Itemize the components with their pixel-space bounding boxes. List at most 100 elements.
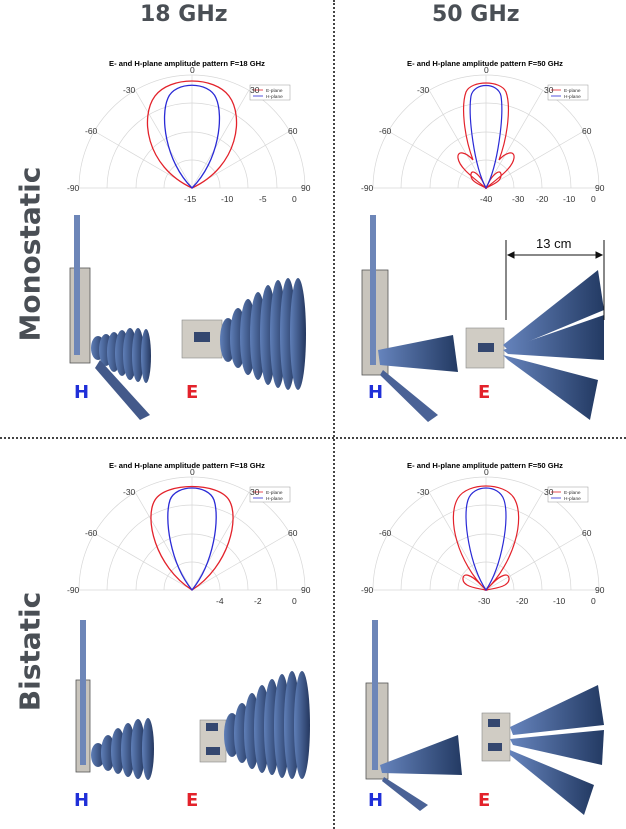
svg-text:-90: -90 (361, 585, 374, 595)
svg-text:-90: -90 (67, 183, 80, 193)
e-plane-lobes (181, 278, 306, 390)
e-plane-label-mono-50: E (478, 382, 491, 403)
e-plane-label-bi-50: E (478, 790, 491, 811)
column-divider (333, 0, 335, 829)
h-plane-lobes (370, 215, 458, 422)
legend: E-plane H-plane (547, 486, 589, 503)
plot-title: E- and H-plane amplitude pattern F=50 GH… (407, 461, 563, 470)
plot-title: E- and H-plane amplitude pattern F=18 GH… (109, 461, 265, 470)
h-plane-curve (465, 487, 507, 592)
e-plane-label-mono-18: E (186, 382, 199, 403)
h-plane-label-bi-18: H (74, 790, 90, 811)
svg-text:60: 60 (582, 528, 592, 538)
h-plane-curve (167, 487, 217, 592)
h-plane-curve (469, 84, 503, 190)
polar-plot-bi-50ghz: E- and H-plane amplitude pattern F=50 GH… (361, 461, 605, 606)
legend: E-plane H-plane (547, 84, 589, 101)
row-header-bistatic: Bistatic (13, 591, 47, 712)
svg-text:0: 0 (190, 467, 195, 477)
polar-plot-bi-18ghz: E- and H-plane amplitude pattern F=18 GH… (67, 461, 311, 606)
e-plane-lobes (199, 671, 310, 779)
polar-plot-mono-50ghz: E- and H-plane amplitude pattern F=50 GH… (361, 59, 605, 204)
row-header-monostatic: Monostatic (13, 166, 47, 342)
svg-text:-40: -40 (480, 194, 493, 204)
svg-text:-60: -60 (379, 528, 392, 538)
svg-text:-4: -4 (216, 596, 224, 606)
svg-text:0: 0 (591, 596, 596, 606)
e-plane-label-bi-18: E (186, 790, 199, 811)
svg-text:30: 30 (250, 487, 260, 497)
e-plane-curve (457, 82, 515, 190)
svg-text:H-plane: H-plane (564, 496, 581, 502)
dimension-label: 13 cm (536, 236, 571, 251)
radiation-3d-bi-50ghz (365, 620, 604, 815)
svg-text:-20: -20 (536, 194, 549, 204)
svg-text:30: 30 (250, 85, 260, 95)
svg-text:60: 60 (288, 126, 298, 136)
svg-text:90: 90 (595, 183, 605, 193)
svg-text:-90: -90 (67, 585, 80, 595)
svg-text:-10: -10 (553, 596, 566, 606)
radiation-3d-mono-18ghz (69, 215, 306, 420)
row-divider (0, 437, 626, 439)
radiation-3d-bi-18ghz (75, 620, 310, 780)
svg-text:-30: -30 (478, 596, 491, 606)
radiation-3d-mono-50ghz: 13 cm (361, 215, 605, 422)
h-plane-label-bi-50: H (368, 790, 384, 811)
polar-plot-mono-18ghz: E- and H-plane amplitude pattern F=18 GH… (67, 59, 311, 204)
svg-text:-10: -10 (221, 194, 234, 204)
svg-text:0: 0 (591, 194, 596, 204)
h-plane-curve (163, 84, 221, 189)
svg-text:0: 0 (484, 65, 489, 75)
svg-text:-30: -30 (417, 487, 430, 497)
column-header-50ghz: 50 GHz (432, 2, 520, 27)
column-header-18ghz: 18 GHz (140, 2, 228, 27)
svg-text:E-plane: E-plane (266, 490, 283, 496)
svg-text:30: 30 (544, 85, 554, 95)
svg-text:30: 30 (544, 487, 554, 497)
svg-text:0: 0 (292, 596, 297, 606)
h-plane-label-mono-18: H (74, 382, 90, 403)
svg-text:-90: -90 (361, 183, 374, 193)
svg-text:-30: -30 (123, 85, 136, 95)
e-plane-lobes (465, 270, 604, 420)
svg-text:E-plane: E-plane (564, 88, 581, 94)
e-plane-curve (452, 485, 520, 591)
svg-text:-20: -20 (516, 596, 529, 606)
dimension-marker (505, 240, 605, 320)
svg-text:0: 0 (292, 194, 297, 204)
e-plane-curve (150, 485, 234, 591)
legend: E-plane H-plane (249, 84, 291, 101)
h-plane-label-mono-50: H (368, 382, 384, 403)
svg-text:90: 90 (301, 183, 311, 193)
h-plane-lobes (372, 620, 462, 811)
svg-text:60: 60 (288, 528, 298, 538)
svg-text:-30: -30 (417, 85, 430, 95)
svg-text:E-plane: E-plane (266, 88, 283, 94)
svg-text:-30: -30 (512, 194, 525, 204)
e-plane-curve (146, 80, 238, 189)
svg-text:-2: -2 (254, 596, 262, 606)
svg-text:0: 0 (484, 467, 489, 477)
svg-text:-15: -15 (184, 194, 197, 204)
plot-title: E- and H-plane amplitude pattern F=18 GH… (109, 59, 265, 68)
svg-text:-60: -60 (85, 126, 98, 136)
svg-text:-10: -10 (563, 194, 576, 204)
h-plane-lobes (80, 620, 154, 780)
svg-text:-5: -5 (259, 194, 267, 204)
svg-text:90: 90 (595, 585, 605, 595)
h-plane-lobes (74, 215, 151, 420)
svg-text:H-plane: H-plane (564, 94, 581, 100)
svg-text:0: 0 (190, 65, 195, 75)
svg-text:H-plane: H-plane (266, 496, 283, 502)
svg-text:90: 90 (301, 585, 311, 595)
svg-text:-60: -60 (379, 126, 392, 136)
plot-title: E- and H-plane amplitude pattern F=50 GH… (407, 59, 563, 68)
svg-text:-60: -60 (85, 528, 98, 538)
e-plane-lobes (481, 685, 604, 815)
svg-text:E-plane: E-plane (564, 490, 581, 496)
svg-text:-30: -30 (123, 487, 136, 497)
svg-text:H-plane: H-plane (266, 94, 283, 100)
svg-text:60: 60 (582, 126, 592, 136)
legend: E-plane H-plane (249, 486, 291, 503)
